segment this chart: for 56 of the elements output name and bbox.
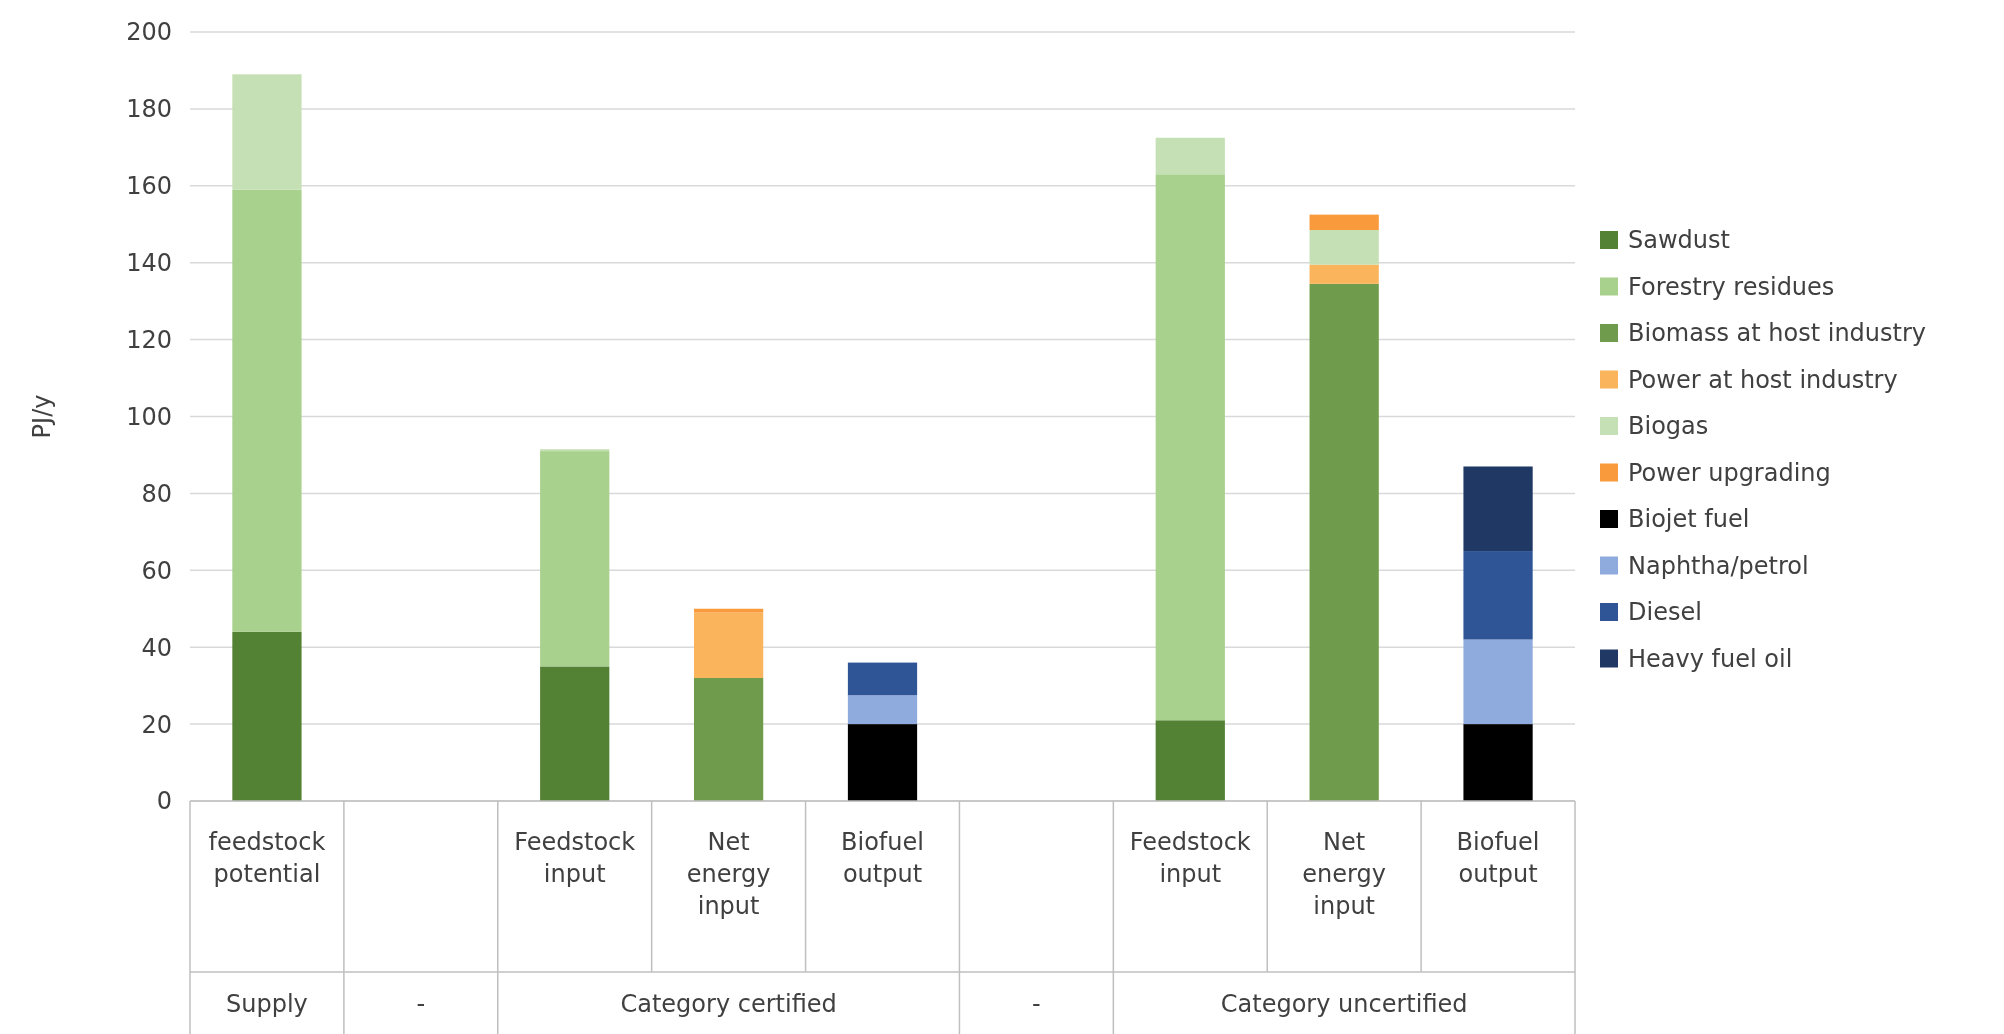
x-tick-label: Biofuel output (1456, 828, 1540, 888)
y-tick-label: 60 (141, 556, 172, 585)
x-tick-label: Net energy input (1302, 828, 1386, 920)
text: Category uncertified (1220, 990, 1468, 1018)
bar (693, 608, 764, 613)
y-tick-label: 200 (126, 18, 172, 47)
legend-label: Biojet fuel (1628, 505, 1750, 534)
text: Category certified (620, 990, 837, 1018)
bar (1155, 137, 1225, 175)
bar (847, 724, 918, 801)
bar (1463, 724, 1533, 801)
legend-label: Forestry residues (1628, 272, 1835, 301)
y-tick-label: 160 (126, 172, 172, 201)
y-tick-label: 140 (126, 249, 172, 278)
bar (847, 695, 918, 725)
y-tick-label: 0 (156, 787, 172, 816)
y-axis-title: PJ/y (28, 394, 56, 439)
legend-label: Biomass at host industry (1628, 319, 1927, 348)
bar (232, 189, 302, 632)
y-tick-label: 120 (126, 326, 172, 354)
bar (540, 666, 610, 801)
x-tick-label: Net energy input (686, 828, 771, 920)
text: - (416, 990, 426, 1018)
bar (232, 631, 302, 801)
legend-label: Sawdust (1628, 226, 1730, 255)
bar (693, 612, 764, 678)
bar (1309, 214, 1379, 231)
bar (1155, 174, 1225, 721)
legend-label: Naphtha/petrol (1628, 551, 1809, 580)
legend-label: Power at host industry (1628, 365, 1898, 394)
legend-label: Heavy fuel oil (1628, 644, 1793, 673)
bar (1309, 283, 1379, 801)
bar (1463, 551, 1533, 640)
y-tick-label: 80 (141, 479, 172, 508)
legend-label: Diesel (1628, 598, 1702, 627)
text: - (1032, 990, 1041, 1018)
x-tick-label: Biofuel output (841, 828, 924, 888)
bar (1463, 639, 1533, 725)
y-tick-label: 20 (141, 710, 172, 739)
bar (232, 74, 302, 190)
x-tick-label: Feedstock input (1129, 828, 1251, 888)
x-tick-label: Feedstock input (514, 828, 636, 888)
legend-label: Biogas (1628, 412, 1709, 441)
bar (540, 451, 610, 667)
y-tick-label: 100 (126, 402, 172, 431)
legend-label: Power upgrading (1628, 458, 1831, 487)
y-tick-label: 180 (126, 95, 172, 124)
bar (1463, 466, 1533, 552)
text: Supply (226, 990, 308, 1018)
y-tick-label: 40 (141, 633, 172, 662)
bar (1309, 264, 1379, 284)
x-tick-label: feedstock potential (208, 828, 326, 888)
bar (693, 677, 764, 801)
bar (847, 662, 918, 696)
bar (1155, 720, 1225, 801)
bar (1309, 230, 1379, 265)
